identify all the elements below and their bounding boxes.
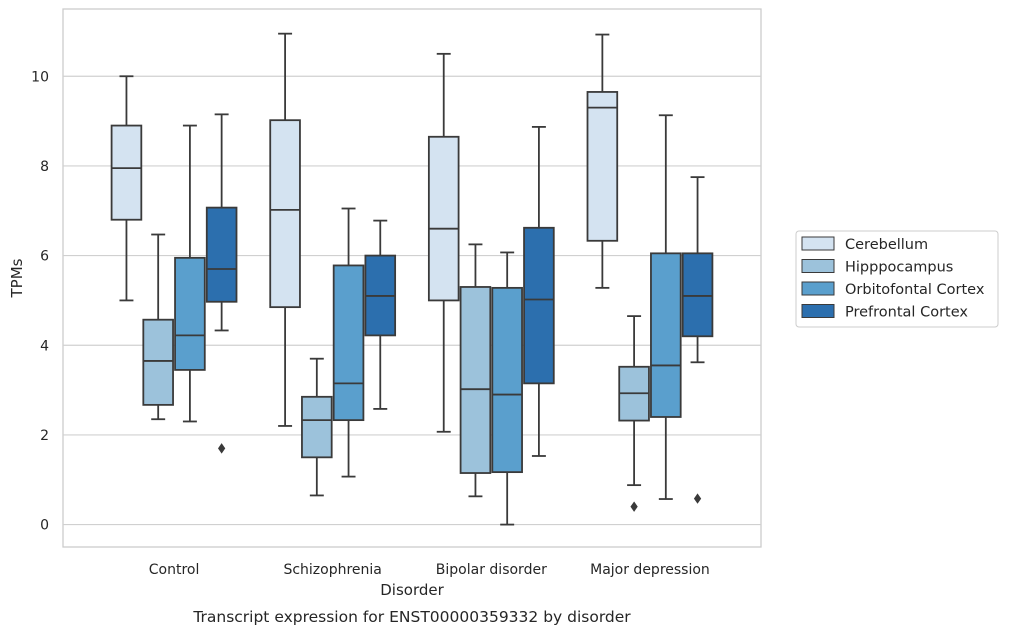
y-axis-label: TPMs xyxy=(8,258,26,298)
y-tick-label: 10 xyxy=(31,69,49,85)
y-tick-label: 2 xyxy=(40,428,49,444)
outlier-marker xyxy=(217,443,226,454)
box xyxy=(427,135,460,302)
box xyxy=(586,91,619,242)
box xyxy=(523,226,555,385)
y-tick-label: 4 xyxy=(40,338,49,354)
x-tick-label: Schizophrenia xyxy=(283,562,381,578)
y-tick-label: 0 xyxy=(40,518,49,534)
legend-entry-label: Cerebellum xyxy=(845,237,928,253)
box xyxy=(110,124,143,221)
box xyxy=(332,264,365,422)
box xyxy=(650,252,682,418)
outlier-marker xyxy=(693,493,702,504)
legend-swatch xyxy=(801,281,835,296)
y-axis-ticks: 0 2 4 6 8 10 xyxy=(31,69,49,533)
box xyxy=(681,252,714,338)
y-tick-label: 8 xyxy=(40,159,49,175)
x-tick-label: Major depression xyxy=(590,562,710,578)
legend-swatch xyxy=(801,304,835,318)
legend: Cerebellum Hipppocampus Orbitofontal Corte… xyxy=(795,230,999,328)
legend-entry-label: Prefrontal Cortex xyxy=(845,305,968,321)
legend-entry-label: Hipppocampus xyxy=(845,260,953,276)
box xyxy=(301,395,333,459)
x-tick-label: Control xyxy=(149,562,200,578)
legend-frame xyxy=(795,230,999,328)
x-axis-label: Disorder xyxy=(380,581,444,599)
legend-entry-label: Orbitofontal Cortex xyxy=(845,282,985,298)
y-tick-label: 6 xyxy=(40,249,49,265)
box xyxy=(142,318,174,406)
x-axis-ticks: Control Schizophrenia Bipolar disorder Majo… xyxy=(149,562,710,578)
box xyxy=(174,256,206,371)
chart-caption: Transcript expression for ENST0000035933… xyxy=(192,608,631,626)
legend-swatch xyxy=(801,259,835,273)
box xyxy=(459,286,492,474)
outlier-marker xyxy=(630,501,638,512)
x-tick-label: Bipolar disorder xyxy=(436,562,547,578)
box xyxy=(269,119,301,309)
legend-swatch xyxy=(801,236,835,251)
box-series xyxy=(110,32,714,526)
box xyxy=(205,206,238,303)
box xyxy=(491,286,523,474)
